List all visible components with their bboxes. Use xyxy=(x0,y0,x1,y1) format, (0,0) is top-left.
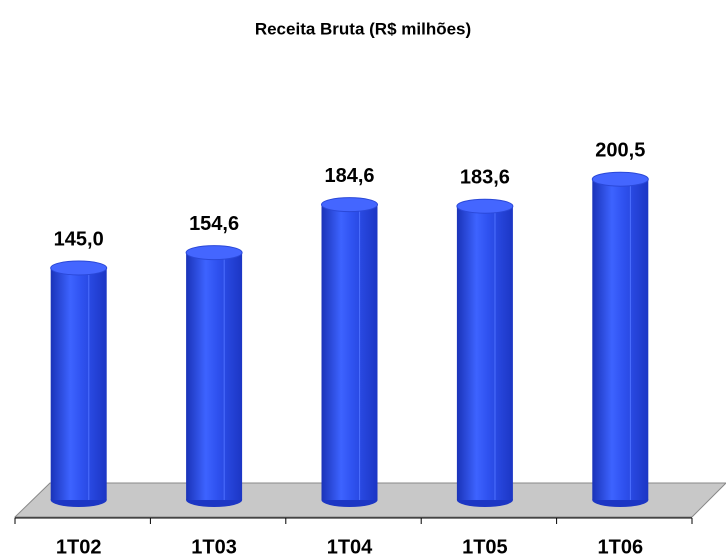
bar-body xyxy=(50,268,107,500)
value-label: 183,6 xyxy=(460,167,510,189)
bar xyxy=(50,260,108,507)
value-label: 145,0 xyxy=(54,228,104,250)
bar-top xyxy=(185,245,243,261)
bar-top xyxy=(591,171,649,187)
x-tick-label: 1T03 xyxy=(191,536,237,558)
bar-top xyxy=(50,260,108,276)
bar-body xyxy=(321,204,378,500)
x-tick-label: 1T06 xyxy=(598,536,644,558)
bar xyxy=(456,198,514,507)
value-label: 154,6 xyxy=(189,213,239,235)
bar-top xyxy=(321,197,378,213)
bar-body xyxy=(456,206,513,501)
value-label: 184,6 xyxy=(324,165,374,187)
value-label: 200,5 xyxy=(595,139,645,161)
bar-body xyxy=(592,179,649,500)
x-tick-label: 1T02 xyxy=(56,536,102,558)
chart-title: Receita Bruta (R$ milhões) xyxy=(255,19,471,38)
x-tick-label: 1T05 xyxy=(462,536,508,558)
bar-top xyxy=(456,198,514,214)
bar xyxy=(321,197,378,507)
bar-body xyxy=(186,252,243,500)
bar xyxy=(185,245,243,507)
bar xyxy=(591,171,649,507)
x-tick-label: 1T04 xyxy=(327,536,373,558)
